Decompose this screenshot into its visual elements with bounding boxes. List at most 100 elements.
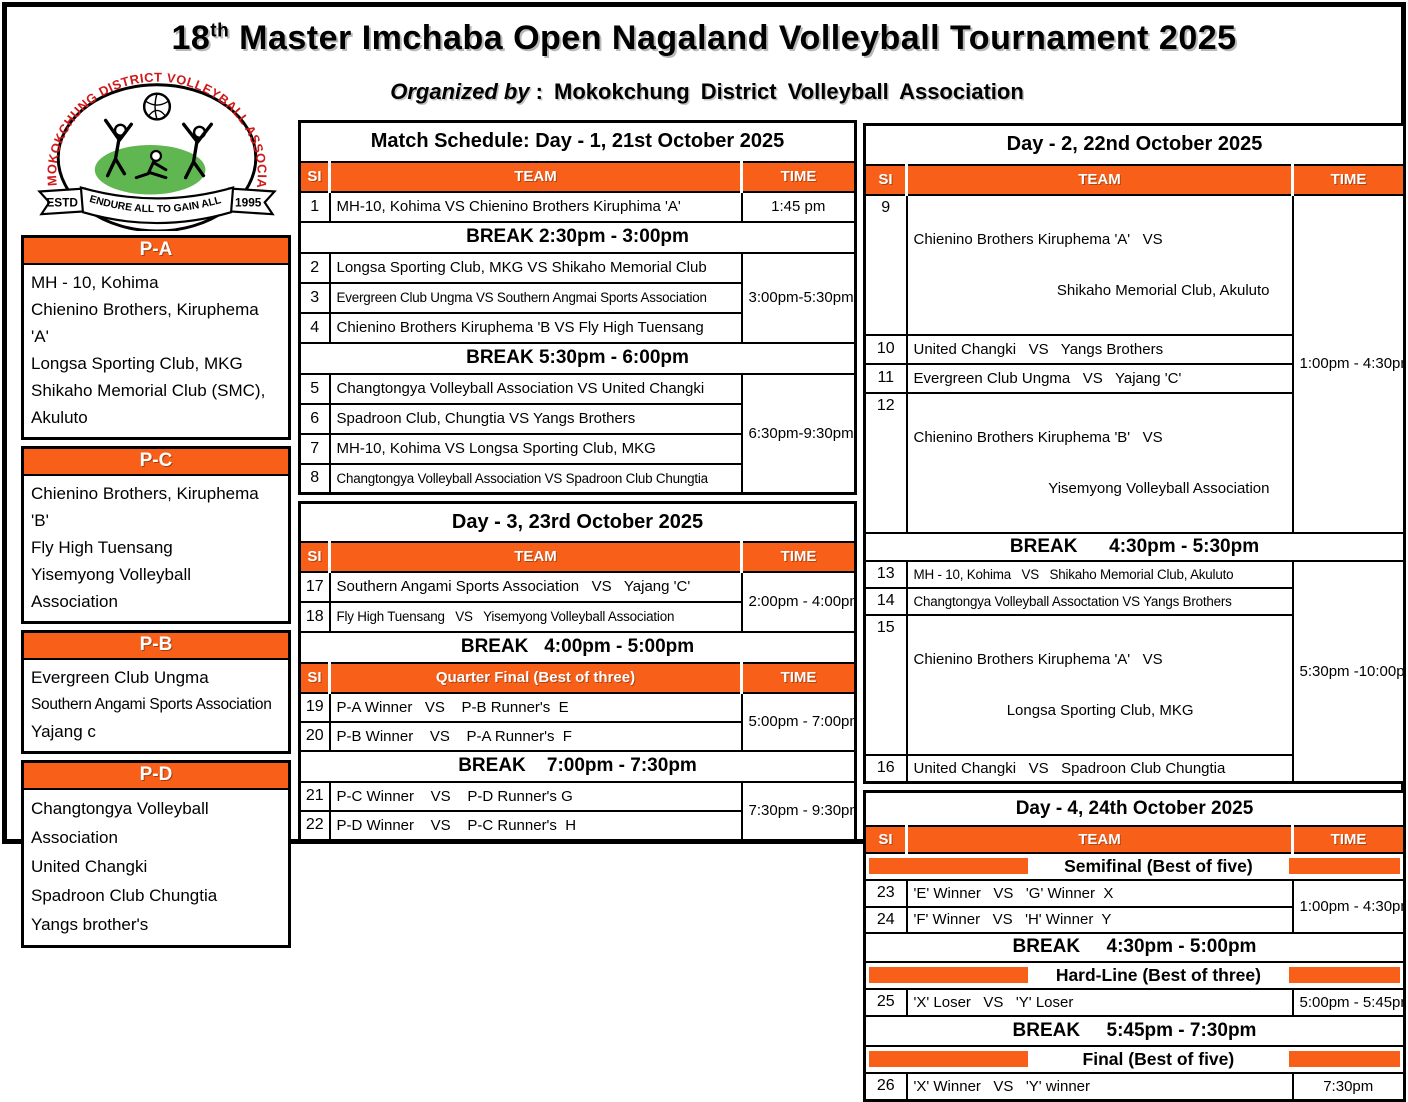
right-column: Day - 2, 22nd October 2025 SI TEAM TIME … <box>863 123 1407 1102</box>
subtitle: Organized by: Mokokchung District Volley… <box>307 79 1107 105</box>
header-row: SI TEAM TIME <box>298 160 857 193</box>
col-time: TIME <box>739 540 857 573</box>
pool-box-pb: P-B Evergreen Club Ungma Southern Angami… <box>21 630 291 754</box>
team-cell: Changtongya Volleyball Association VS Sp… <box>328 462 743 495</box>
header-row: SI TEAM TIME <box>298 540 857 573</box>
pool-pb-list: Evergreen Club Ungma Southern Angami Spo… <box>24 660 288 751</box>
pool-team: Southern Angami Sports Association <box>31 696 272 713</box>
match-row: 6 Spadroon Club, Chungtia VS Yangs Broth… <box>298 402 856 435</box>
pool-pb-header: P-B <box>24 633 288 660</box>
time-cell: 5:30pm -10:00pm <box>1291 559 1406 784</box>
section-bar-left <box>869 858 1029 874</box>
break-label: BREAK 2:30pm - 3:00pm <box>298 220 857 254</box>
team-cell: Changtongya Volleyball Association VS Un… <box>328 372 743 405</box>
team-line1: Chienino Brothers Kiruphema 'B' VS <box>913 428 1163 446</box>
si-cell: 26 <box>863 1071 908 1102</box>
si-cell: 2 <box>298 251 331 284</box>
col-time: TIME <box>1290 163 1406 196</box>
break-row: BREAK 5:45pm - 7:30pm <box>863 1014 1406 1047</box>
time-cell: 1:45 pm <box>740 190 857 223</box>
section-label: Hard-Line (Best of three) <box>1055 964 1261 985</box>
pool-box-pd: P-D Changtongya Volleyball Association U… <box>21 760 291 948</box>
si-cell: 18 <box>298 600 331 633</box>
team-cell: Evergreen Club Ungma VS Southern Angmai … <box>328 281 743 314</box>
match-row: 1 MH-10, Kohima VS Chienino Brothers Kir… <box>298 190 857 223</box>
pool-team: Changtongya Volleyball Association <box>31 799 209 847</box>
middle-column: Match Schedule: Day - 1, 21st October 20… <box>298 120 858 842</box>
header-row: SI TEAM TIME <box>863 163 1406 196</box>
time-cell: 1:00pm - 4:30pm <box>1291 878 1406 934</box>
pool-team: Yisemyong Volleyball Association <box>31 565 192 611</box>
break-row: BREAK 5:30pm - 6:00pm <box>298 341 857 375</box>
team-cell: MH-10, Kohima VS Chienino Brothers Kirup… <box>328 190 743 223</box>
si-cell: 5 <box>298 372 331 405</box>
si-cell: 10 <box>863 333 908 365</box>
match-row: 7 MH-10, Kohima VS Longsa Sporting Club,… <box>298 432 856 465</box>
col-si: SI <box>863 163 908 196</box>
day3-title: Day - 3, 23rd October 2025 <box>298 501 857 543</box>
si-cell: 12 <box>863 391 908 534</box>
match-row: 8 Changtongya Volleyball Association VS … <box>298 462 856 495</box>
time-cell: 5:00pm - 5:45pm <box>1291 987 1406 1017</box>
match-row: 10 United Changki VS Yangs Brothers <box>863 333 1405 365</box>
si-cell: 3 <box>298 281 331 314</box>
pool-team: Yangs brother's <box>31 915 149 934</box>
title-row: Day - 2, 22nd October 2025 <box>863 123 1406 166</box>
association-logo-graphic: MOKOKCHUNG DISTRICT VOLLEYBALL ASSOCIATI… <box>28 55 277 233</box>
si-cell: 20 <box>298 720 331 752</box>
pool-box-pa: P-A MH - 10, Kohima Chienino Brothers, K… <box>21 235 291 440</box>
section-bar-left <box>869 1051 1029 1067</box>
match-row: 16 United Changki VS Spadroon Club Chung… <box>863 753 1405 784</box>
pool-pd-list: Changtongya Volleyball Association Unite… <box>24 790 288 945</box>
team-cell: Chienino Brothers Kiruphema 'B' VS Yisem… <box>905 391 1294 534</box>
si-cell: 14 <box>863 586 908 616</box>
section-row: Final (Best of five) <box>863 1044 1406 1074</box>
col-time: TIME <box>739 160 857 193</box>
match-row: 25 'X' Loser VS 'Y' Loser 5:00pm - 5:45p… <box>863 987 1406 1017</box>
team-cell: P-B Winner VS P-A Runner's F <box>328 720 743 752</box>
pool-team: Evergreen Club Ungma <box>31 668 209 687</box>
break-label: BREAK 4:00pm - 5:00pm <box>298 630 857 664</box>
association-logo: MOKOKCHUNG DISTRICT VOLLEYBALL ASSOCIATI… <box>28 55 281 233</box>
col-team: TEAM <box>905 824 1294 854</box>
section-bar-left <box>869 967 1029 983</box>
team-line2: Shikaho Memorial Club, Akuluto <box>1056 281 1270 299</box>
title-row: Match Schedule: Day - 1, 21st October 20… <box>298 120 857 163</box>
header-row: SI TEAM TIME <box>863 824 1406 854</box>
section-row: Hard-Line (Best of three) <box>863 960 1406 990</box>
pool-team: Longsa Sporting Club, MKG <box>31 354 243 373</box>
si-cell: 6 <box>298 402 331 435</box>
team-cell: P-D Winner VS P-C Runner's H <box>328 809 743 842</box>
team-cell: Longsa Sporting Club, MKG VS Shikaho Mem… <box>328 251 743 284</box>
pool-pa-header: P-A <box>24 238 288 265</box>
pool-pd-header: P-D <box>24 763 288 790</box>
team-cell: United Changki VS Yangs Brothers <box>905 333 1294 365</box>
pool-pa-list: MH - 10, Kohima Chienino Brothers, Kirup… <box>24 265 288 437</box>
pool-pc-header: P-C <box>24 449 288 476</box>
day4-table: Day - 4, 24th October 2025 SI TEAM TIME … <box>863 790 1406 1102</box>
time-cell: 5:00pm - 7:00pm <box>740 691 857 752</box>
title-row: Day - 3, 23rd October 2025 <box>298 501 857 543</box>
title-row: Day - 4, 24th October 2025 <box>863 790 1406 827</box>
day1-title: Match Schedule: Day - 1, 21st October 20… <box>298 120 857 163</box>
time-cell: 3:00pm-5:30pm <box>740 251 857 344</box>
day1-table: Match Schedule: Day - 1, 21st October 20… <box>298 120 858 495</box>
logo-year: 1995 <box>235 195 262 209</box>
logo-banner: ESTD 1995 ENDURE ALL TO GAIN ALL <box>37 186 277 225</box>
break-row: BREAK 2:30pm - 3:00pm <box>298 220 857 254</box>
si-cell: 7 <box>298 432 331 465</box>
team-cell: Chienino Brothers Kiruphema 'A' VS Longs… <box>905 613 1294 756</box>
match-row: 17 Southern Angami Sports Association VS… <box>298 570 857 633</box>
si-cell: 25 <box>863 987 908 1017</box>
volleyball-icon <box>142 92 172 121</box>
section-row: Semifinal (Best of five) <box>863 851 1406 881</box>
organizer-name: : Mokokchung District Volleyball Associa… <box>535 79 1024 104</box>
section-bar-right <box>1288 1051 1400 1067</box>
si-cell: 16 <box>863 753 908 784</box>
pool-team: Chienino Brothers, Kiruphema 'B' <box>31 484 259 530</box>
hardline-section: Hard-Line (Best of three) <box>863 960 1406 990</box>
time-cell: 6:30pm-9:30pm <box>740 372 857 495</box>
header-row: SI Quarter Final (Best of three) TIME <box>298 661 857 694</box>
team-cell: MH - 10, Kohima VS Shikaho Memorial Club… <box>905 559 1294 589</box>
si-cell: 11 <box>863 362 908 394</box>
